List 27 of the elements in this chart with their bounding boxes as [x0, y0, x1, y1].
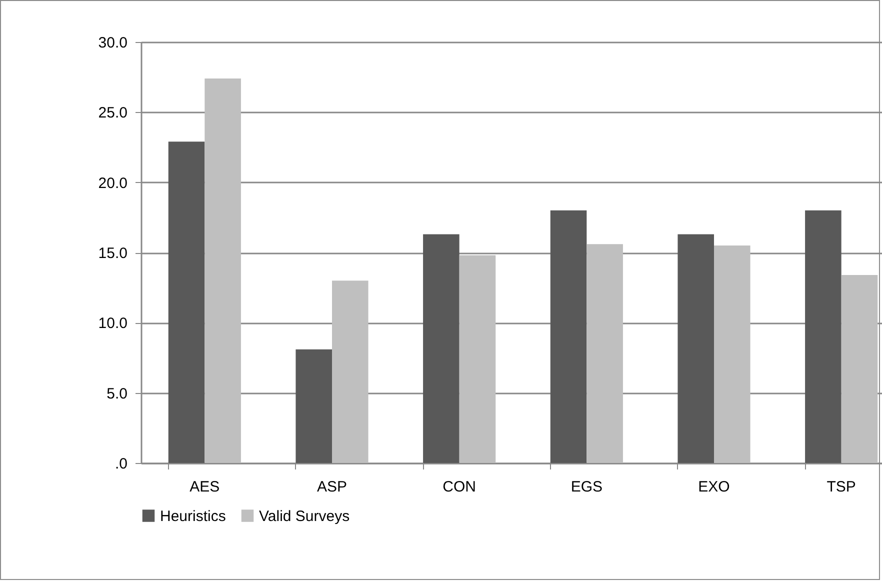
y-tick-label: 20.0 [98, 174, 128, 192]
y-tick-label: 10.0 [98, 315, 128, 332]
x-tick-label: EGS [570, 478, 603, 496]
legend-label: Valid Surveys [259, 508, 350, 525]
x-tick-label: AES [190, 478, 220, 496]
bar [586, 244, 623, 463]
y-tick-label: 25.0 [98, 104, 128, 122]
bar [714, 245, 750, 463]
bar [678, 234, 714, 463]
bar [168, 142, 205, 463]
y-tick-label: 5.0 [106, 385, 128, 402]
bar [296, 349, 332, 463]
legend-label: Heuristics [160, 508, 226, 525]
x-tick-label: CON [442, 478, 476, 496]
bar [550, 210, 587, 463]
bar [423, 234, 460, 463]
x-tick-label: TSP [826, 478, 856, 496]
y-tick-label: 15.0 [98, 245, 128, 262]
x-tick-label: EXO [698, 478, 730, 496]
bar [204, 78, 241, 463]
y-tick-label: 30.0 [98, 34, 128, 52]
bar [841, 274, 878, 463]
x-tick-label: ASP [316, 478, 348, 496]
bar [332, 280, 368, 463]
bar [459, 255, 496, 463]
bar [805, 210, 842, 463]
y-tick-label: .0 [114, 456, 128, 472]
